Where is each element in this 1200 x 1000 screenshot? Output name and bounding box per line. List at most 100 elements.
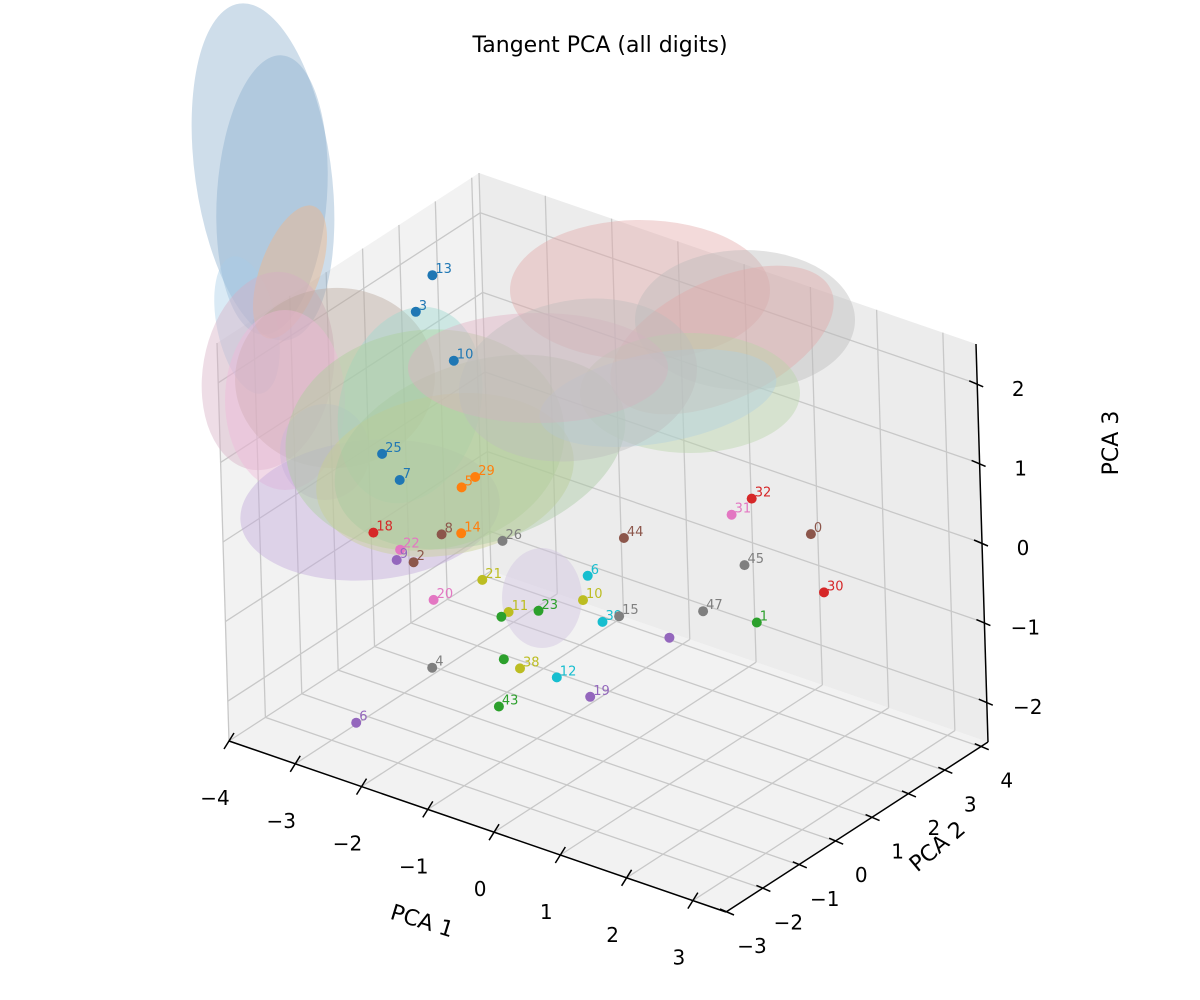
z-axis-label: PCA 3 <box>1099 411 1124 476</box>
data-point-10 <box>368 527 379 538</box>
data-point-label-9: 2 <box>417 549 425 564</box>
y-tick-mark <box>865 813 880 822</box>
data-point-label-6: 5 <box>465 474 473 489</box>
z-grid-back <box>487 450 985 624</box>
y-tick-label: −1 <box>810 887 839 911</box>
ellipsoid-16 <box>580 333 800 453</box>
data-point-label-12: 9 <box>400 547 408 562</box>
data-point-label-19: 10 <box>586 587 603 602</box>
y-tick-mark <box>792 861 808 869</box>
ellipsoid-14 <box>635 250 855 390</box>
data-point-38 <box>498 654 509 665</box>
z-tick-label: −2 <box>1013 695 1042 719</box>
data-point-7 <box>456 528 467 539</box>
ellipsoid-12 <box>334 354 626 550</box>
data-point-label-18: 6 <box>591 563 599 578</box>
x-tick-mark <box>687 892 699 909</box>
y-tick-mark <box>974 743 990 751</box>
data-point-5 <box>470 472 481 482</box>
ellipsoid-20 <box>502 548 582 648</box>
z-tick-mark <box>968 380 984 388</box>
data-point-13 <box>497 535 508 546</box>
x-tick-mark <box>223 732 235 750</box>
z-grid-back <box>489 530 988 703</box>
y-tick-mark <box>938 766 953 775</box>
data-point-label-23: 38 <box>523 655 540 670</box>
uncertainty-ellipsoids <box>191 3 855 648</box>
ellipsoid-19 <box>459 298 697 462</box>
data-point-label-22: 15 <box>622 603 639 618</box>
data-point-label-30: 31 <box>735 502 752 517</box>
data-point-37 <box>496 611 507 622</box>
x-tick-label: 1 <box>540 900 553 924</box>
data-point-23 <box>515 663 525 674</box>
ellipsoid-7 <box>280 404 370 500</box>
data-point-label-10: 18 <box>376 520 393 535</box>
data-point-25 <box>585 691 596 702</box>
ellipsoid-0 <box>191 3 335 341</box>
data-point-label-17: 23 <box>542 598 559 613</box>
y-tick-mark <box>901 790 917 798</box>
floor-pane <box>229 571 988 912</box>
data-point-label-15: 20 <box>437 587 454 602</box>
data-point-15 <box>428 594 439 605</box>
data-point-11 <box>395 544 406 555</box>
data-point-label-13: 26 <box>506 528 523 543</box>
ellipsoid-6 <box>225 310 345 490</box>
y-grid-floor <box>374 645 872 819</box>
data-point-32 <box>819 587 829 598</box>
x-axis-label: PCA 1 <box>387 900 456 943</box>
data-point-36 <box>664 632 675 643</box>
x-tick-label: −4 <box>200 786 229 810</box>
x-tick-label: −3 <box>267 809 296 833</box>
data-point-label-8: 8 <box>445 521 453 536</box>
data-point-label-26: 4 <box>435 655 443 670</box>
z-grid-back <box>479 212 978 385</box>
data-point-2 <box>448 355 459 366</box>
data-point-28 <box>351 717 362 728</box>
data-point-label-16: 11 <box>512 599 529 614</box>
data-point-14 <box>477 574 488 585</box>
z-tick-label: 1 <box>1014 456 1027 480</box>
z-grid-left <box>227 530 491 702</box>
data-point-label-27: 43 <box>502 694 519 709</box>
data-point-16 <box>503 607 514 617</box>
y-grid-floor <box>265 716 763 890</box>
y-grid-floor <box>410 622 909 795</box>
ellipsoid-10 <box>285 329 565 551</box>
z-tick-label: −1 <box>1011 616 1040 640</box>
data-point-35 <box>751 617 762 628</box>
y-tick-label: −2 <box>774 910 803 934</box>
data-point-19 <box>578 595 588 606</box>
data-point-4 <box>394 475 405 485</box>
x-tick-mark <box>422 801 434 818</box>
x-tick-label: 2 <box>606 923 619 947</box>
ellipsoid-4 <box>201 271 335 471</box>
z-grid-left <box>222 371 486 543</box>
data-point-label-33: 45 <box>748 552 765 567</box>
ellipsoid-5 <box>235 287 435 469</box>
data-point-27 <box>493 701 504 712</box>
x-tick-mark <box>554 846 566 864</box>
z-tick-label: 2 <box>1012 377 1025 401</box>
data-point-3 <box>377 448 388 459</box>
chart-title: Tangent PCA (all digits) <box>471 33 727 58</box>
data-point-label-1: 3 <box>419 299 427 314</box>
data-point-label-31: 0 <box>814 521 822 536</box>
ellipsoid-13 <box>510 220 770 360</box>
data-point-label-4: 7 <box>403 467 411 482</box>
data-point-20 <box>618 533 629 543</box>
data-point-label-20: 44 <box>627 525 644 540</box>
ellipsoid-17 <box>539 349 777 447</box>
data-point-34 <box>698 606 709 617</box>
z-grid-left <box>225 451 488 623</box>
x-tick-label: 0 <box>474 877 487 901</box>
data-point-33 <box>739 560 750 571</box>
ellipsoid-2 <box>214 256 280 394</box>
data-point-label-35: 1 <box>760 610 768 625</box>
data-point-label-24: 12 <box>560 664 577 679</box>
data-point-12 <box>391 555 402 565</box>
